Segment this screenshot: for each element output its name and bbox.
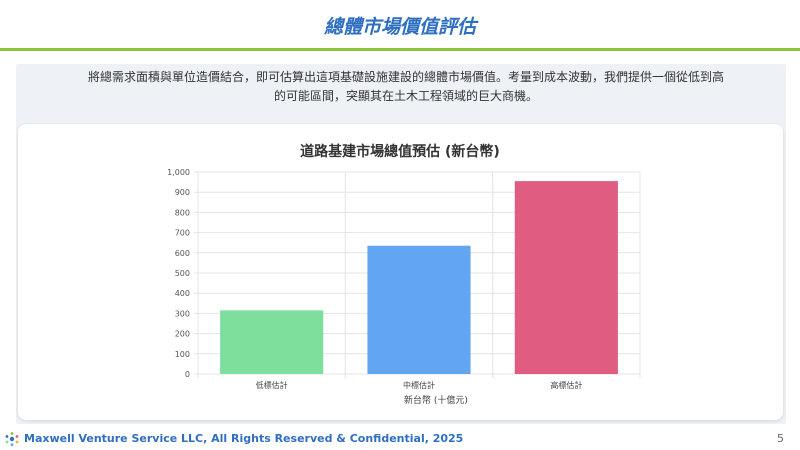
x-tick-label: 高標估計 — [550, 380, 582, 390]
page-number: 5 — [777, 432, 784, 445]
y-tick-label: 700 — [175, 229, 190, 238]
bar — [220, 310, 324, 374]
x-axis-label: 新台幣 (十億元) — [404, 394, 468, 406]
y-tick-label: 800 — [175, 208, 190, 217]
y-tick-label: 300 — [175, 309, 190, 318]
bar — [367, 245, 471, 374]
y-axis-ticks: 0 100 200 300 400 500 600 700 800 900 1,000 — [167, 168, 190, 379]
y-tick-label: 400 — [175, 289, 190, 298]
bar — [514, 181, 618, 374]
bar-chart: 道路基建市場總值預估 (新台幣) 0 100 200 300 400 500 600 700 8… — [167, 143, 641, 406]
footer-copyright: Maxwell Venture Service LLC, All Rights … — [24, 432, 464, 445]
x-tick-label: 低標估計 — [256, 380, 288, 390]
y-tick-label: 100 — [175, 350, 190, 359]
slide-title: 總體市場價值評估 — [323, 16, 476, 38]
y-tick-label: 600 — [175, 249, 190, 258]
title-divider — [0, 48, 800, 51]
chart-title: 道路基建市場總值預估 (新台幣) — [300, 143, 500, 160]
y-tick-label: 200 — [175, 330, 190, 339]
y-tick-label: 1,000 — [167, 168, 190, 177]
y-tick-label: 900 — [175, 188, 190, 197]
intro-paragraph: 將總需求面積與單位造價結合，即可估算出這項基礎設施建設的總體市場價值。考量到成本… — [87, 70, 724, 103]
y-tick-label: 500 — [175, 269, 190, 278]
chart-bars — [220, 181, 618, 374]
chart-card: 道路基建市場總值預估 (新台幣) 0 100 200 300 400 500 600 700 8… — [18, 124, 783, 420]
company-logo-icon — [5, 432, 19, 447]
x-axis-ticks: 低標估計 中標估計 高標估計 — [256, 380, 583, 390]
x-tick-label: 中標估計 — [403, 380, 435, 390]
y-tick-label: 0 — [185, 370, 190, 379]
